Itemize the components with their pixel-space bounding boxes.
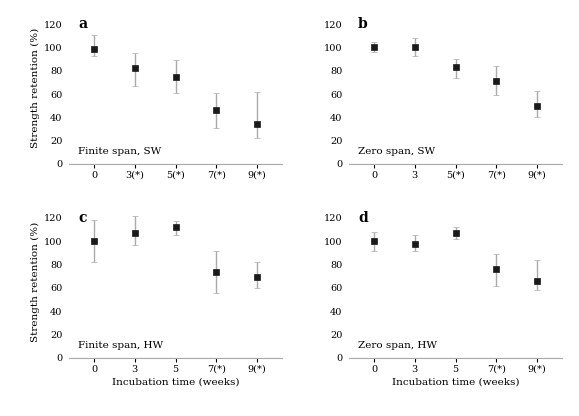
- X-axis label: Incubation time (weeks): Incubation time (weeks): [112, 378, 239, 387]
- Text: a: a: [78, 17, 87, 31]
- Y-axis label: Strength retention (%): Strength retention (%): [31, 28, 40, 149]
- Text: d: d: [358, 211, 368, 225]
- X-axis label: Incubation time (weeks): Incubation time (weeks): [392, 378, 519, 387]
- Text: Finite span, SW: Finite span, SW: [78, 147, 161, 156]
- Text: Zero span, HW: Zero span, HW: [358, 341, 437, 350]
- Text: c: c: [78, 211, 86, 225]
- Text: Finite span, HW: Finite span, HW: [78, 341, 163, 350]
- Y-axis label: Strength retention (%): Strength retention (%): [31, 222, 40, 342]
- Text: Zero span, SW: Zero span, SW: [358, 147, 435, 156]
- Text: b: b: [358, 17, 368, 31]
